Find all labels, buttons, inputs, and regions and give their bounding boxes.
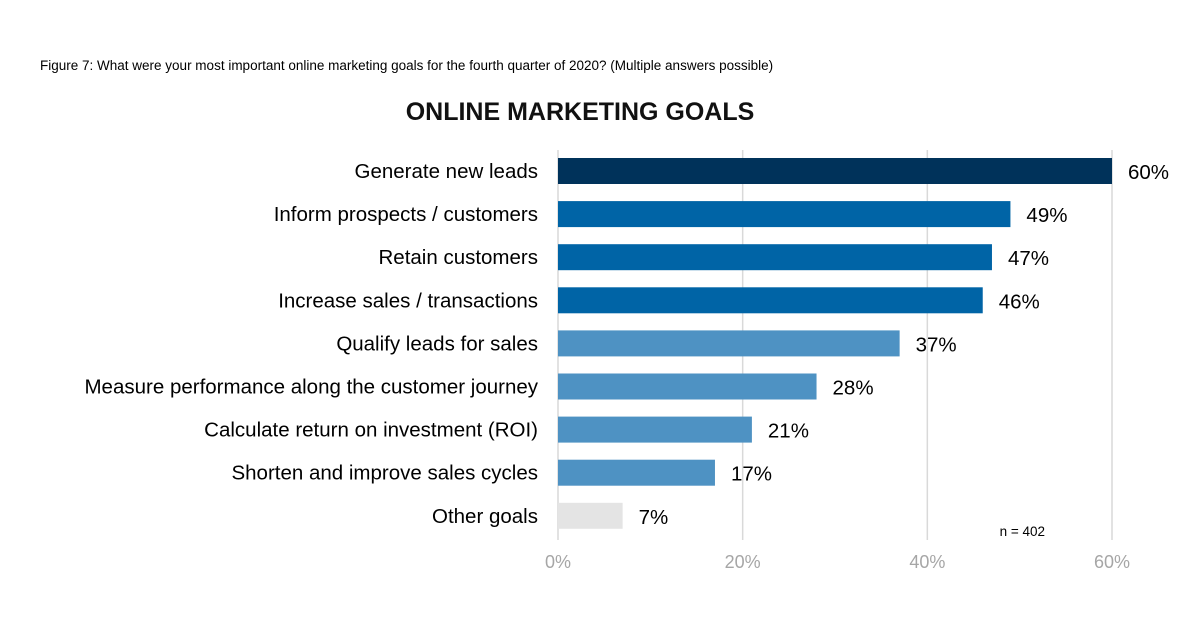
value-label: 17% [731, 463, 772, 486]
bar [558, 459, 715, 486]
bar [558, 201, 1011, 228]
bar [558, 416, 752, 443]
value-label: 37% [916, 333, 957, 356]
chart-title: ONLINE MARKETING GOALS [405, 98, 755, 126]
x-tick-label: 20% [725, 552, 761, 572]
value-label: 49% [1026, 204, 1067, 227]
x-tick-label: 40% [909, 552, 945, 572]
category-label: Generate new leads [355, 160, 538, 183]
value-label: 60% [1128, 161, 1169, 184]
value-label: 46% [999, 290, 1040, 313]
value-label: 47% [1008, 247, 1049, 270]
value-label: 21% [768, 420, 809, 443]
category-label: Retain customers [378, 246, 538, 269]
bar [558, 502, 623, 529]
category-label: Qualify leads for sales [336, 332, 538, 355]
x-tick-label: 60% [1094, 552, 1130, 572]
bar [558, 158, 1112, 184]
bar [558, 287, 983, 314]
category-label: Other goals [432, 505, 538, 528]
bar [558, 373, 817, 400]
figure-caption: Figure 7: What were your most important … [40, 58, 774, 73]
value-label: 28% [833, 377, 874, 400]
category-label: Measure performance along the customer j… [84, 376, 538, 399]
value-label: 7% [639, 506, 669, 529]
bar [558, 330, 900, 357]
category-label: Calculate return on investment (ROI) [204, 419, 538, 442]
bar [558, 244, 992, 271]
category-label: Increase sales / transactions [278, 289, 538, 312]
sample-size-note: n = 402 [1000, 524, 1045, 539]
category-label: Shorten and improve sales cycles [231, 462, 538, 485]
x-tick-label: 0% [545, 552, 571, 572]
category-label: Inform prospects / customers [274, 203, 538, 226]
